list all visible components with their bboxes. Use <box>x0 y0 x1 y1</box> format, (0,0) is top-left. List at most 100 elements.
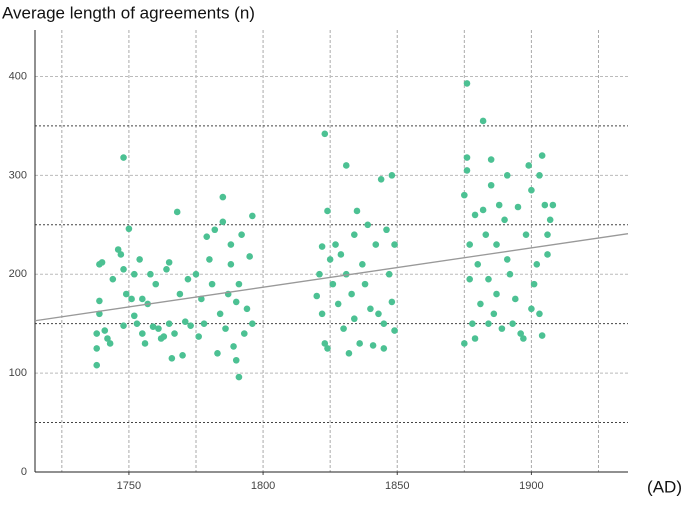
point <box>385 270 393 278</box>
point <box>522 231 530 238</box>
point <box>179 352 186 359</box>
point <box>176 290 184 298</box>
point <box>120 265 127 273</box>
point <box>187 322 194 329</box>
x-tick-label: 1900 <box>519 480 543 492</box>
point <box>227 261 235 268</box>
point <box>351 315 358 323</box>
point <box>506 270 514 278</box>
point <box>200 320 208 327</box>
point <box>130 270 138 278</box>
point <box>351 231 358 238</box>
x-axis-title: (AD) <box>647 477 682 496</box>
point <box>243 305 251 313</box>
point <box>342 162 350 169</box>
point <box>536 310 543 318</box>
point <box>356 340 363 347</box>
point <box>498 325 506 332</box>
point <box>152 280 160 288</box>
point <box>316 270 323 278</box>
point <box>219 193 227 201</box>
point <box>235 280 243 288</box>
point <box>216 310 224 318</box>
point <box>367 305 374 313</box>
point <box>493 241 500 248</box>
point <box>530 280 538 288</box>
point <box>372 241 380 248</box>
point <box>348 290 355 298</box>
point <box>345 350 353 357</box>
point <box>324 207 331 215</box>
point <box>195 333 202 340</box>
point <box>477 300 484 308</box>
point <box>171 330 178 337</box>
point <box>120 322 127 329</box>
point <box>184 275 192 283</box>
point <box>503 256 511 263</box>
point <box>463 80 471 87</box>
point <box>495 201 503 209</box>
point <box>324 345 331 352</box>
point <box>128 295 135 303</box>
point <box>313 292 321 300</box>
point <box>93 330 101 337</box>
y-tick-label: 300 <box>9 169 27 181</box>
point <box>133 320 141 327</box>
point <box>198 295 205 303</box>
point <box>536 172 543 179</box>
point <box>139 330 146 337</box>
point <box>391 327 398 334</box>
point <box>359 261 366 268</box>
point <box>165 259 173 266</box>
y-tick-label: 100 <box>9 367 27 379</box>
point <box>192 270 200 278</box>
point <box>549 201 557 209</box>
point <box>380 345 388 352</box>
point <box>246 253 253 260</box>
point <box>206 256 213 263</box>
x-tick-label: 1800 <box>251 480 275 492</box>
point <box>230 343 237 350</box>
point <box>141 340 149 347</box>
point <box>211 226 219 234</box>
point <box>139 295 146 303</box>
point <box>487 181 495 189</box>
point <box>544 231 551 238</box>
point <box>466 241 473 248</box>
point <box>168 354 176 362</box>
point <box>93 361 101 369</box>
point <box>130 312 138 320</box>
point <box>375 310 382 318</box>
y-tick-label: 200 <box>9 268 27 280</box>
point <box>541 201 549 209</box>
point <box>463 154 471 161</box>
point <box>318 310 326 318</box>
point <box>528 305 535 313</box>
point <box>471 211 479 219</box>
point <box>232 298 240 306</box>
point <box>249 212 256 220</box>
point <box>117 251 125 258</box>
point <box>122 290 130 298</box>
point <box>147 270 154 278</box>
point <box>520 335 527 342</box>
point <box>240 330 248 337</box>
point <box>96 297 103 305</box>
point <box>120 154 127 161</box>
point <box>361 280 369 288</box>
point <box>369 342 377 349</box>
point <box>98 259 106 266</box>
point <box>485 320 492 327</box>
y-tick-label: 0 <box>21 466 27 478</box>
point <box>388 172 396 179</box>
y-axis-title: Average length of agreements (n) <box>2 3 255 22</box>
point <box>149 323 157 330</box>
point <box>227 241 235 248</box>
x-tick-label: 1750 <box>117 480 141 492</box>
point <box>490 310 498 318</box>
point <box>546 216 554 224</box>
point <box>482 231 490 238</box>
point <box>364 221 372 229</box>
point <box>503 172 511 179</box>
